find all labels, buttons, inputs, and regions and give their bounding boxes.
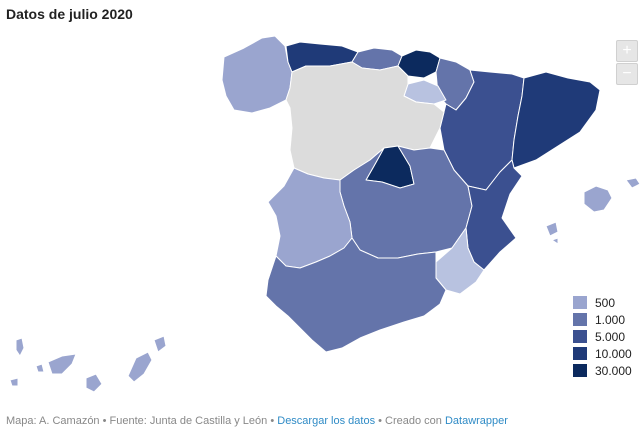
region-cataluna[interactable] — [511, 71, 601, 169]
region-baleares-formentera[interactable] — [551, 237, 559, 245]
legend-label: 1.000 — [595, 312, 626, 327]
region-galicia[interactable] — [221, 35, 293, 114]
legend-label: 500 — [595, 295, 616, 310]
region-canarias-lanzarote[interactable] — [153, 335, 167, 353]
region-canarias-fuerteventura[interactable] — [127, 351, 153, 383]
legend-label: 30.000 — [595, 363, 632, 378]
region-baleares[interactable] — [583, 185, 613, 213]
zoom-in-button[interactable]: + — [616, 40, 638, 62]
region-canarias-grancanaria[interactable] — [85, 373, 103, 393]
legend: 500 1.000 5.000 10.000 30.000 — [573, 295, 632, 380]
region-baleares-ibiza[interactable] — [545, 221, 559, 237]
datawrapper-link[interactable]: Datawrapper — [444, 415, 508, 427]
legend-item: 500 — [573, 295, 632, 310]
legend-item: 10.000 — [573, 346, 632, 361]
zoom-out-button[interactable]: − — [616, 63, 638, 85]
legend-swatch — [573, 296, 587, 309]
legend-swatch — [573, 347, 587, 360]
region-canarias-hierro[interactable] — [9, 377, 19, 387]
region-canarias-tenerife[interactable] — [47, 353, 77, 375]
legend-item: 30.000 — [573, 363, 632, 378]
legend-item: 1.000 — [573, 312, 632, 327]
legend-swatch — [573, 313, 587, 326]
legend-swatch — [573, 330, 587, 343]
legend-label: 10.000 — [595, 346, 632, 361]
region-valencia[interactable] — [465, 159, 523, 271]
download-data-link[interactable]: Descargar los datos — [277, 415, 376, 427]
region-andalucia[interactable] — [265, 237, 447, 353]
region-canarias-lapalma[interactable] — [15, 337, 25, 357]
legend-item: 5.000 — [573, 329, 632, 344]
legend-label: 5.000 — [595, 329, 626, 344]
footer: Mapa: A. Camazón • Fuente: Junta de Cast… — [6, 415, 508, 427]
footer-credits: Mapa: A. Camazón • Fuente: Junta de Cast… — [6, 415, 278, 427]
footer-created-with: • Creado con — [375, 415, 445, 427]
region-canarias-gomera[interactable] — [35, 363, 45, 373]
legend-swatch — [573, 364, 587, 377]
map-title: Datos de julio 2020 — [6, 6, 133, 22]
region-baleares-menorca[interactable] — [625, 177, 641, 189]
